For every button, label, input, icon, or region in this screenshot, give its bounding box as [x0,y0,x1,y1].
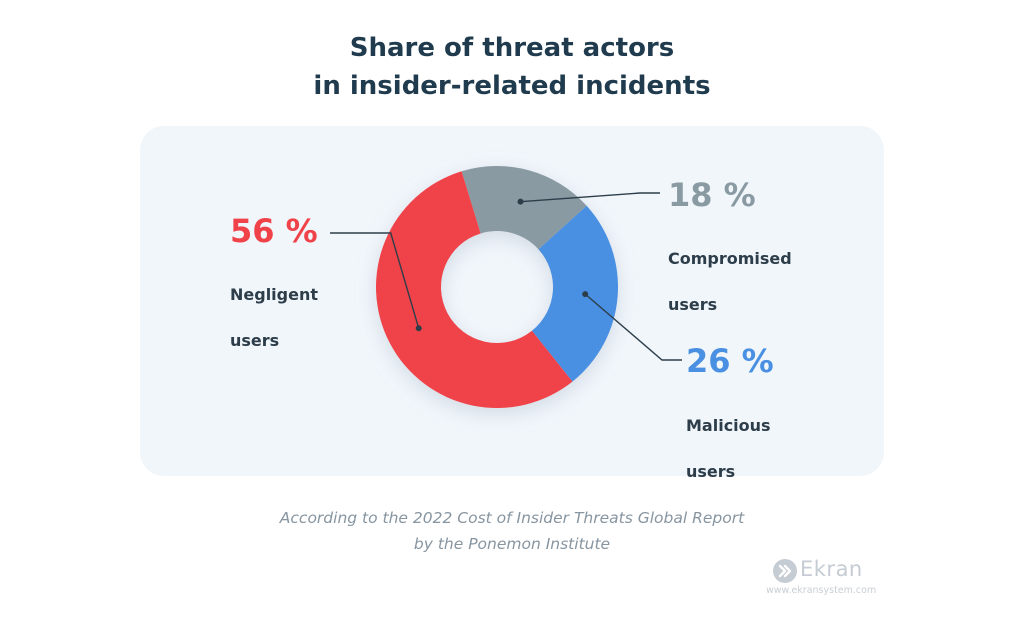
double-chevron-icon [773,559,797,583]
category-label-negligent: Negligent users [230,260,318,352]
leader-dot-compromised [517,198,524,205]
value-label-compromised: 18 % [668,176,756,214]
value-label-malicious: 26 % [686,342,774,380]
brand-logo: Ekran www.ekransystem.com [766,556,890,602]
donut-slice-compromised [461,166,587,250]
donut-slice-negligent [376,171,573,408]
donut-slice-malicious [531,205,618,382]
category-label-compromised-line-1: Compromised [668,249,792,268]
brand-url: www.ekransystem.com [766,585,877,596]
category-label-compromised-line-2: users [668,295,718,314]
brand-name: Ekran [800,557,863,581]
source-line-1: According to the 2022 Cost of Insider Th… [279,509,745,527]
category-label-negligent-line-2: users [230,331,280,350]
category-label-malicious-line-1: Malicious [686,416,771,435]
chart-title-line-1: Share of threat actors [349,33,675,63]
category-label-malicious: Malicious users [686,391,771,483]
category-label-compromised: Compromised users [668,224,792,316]
leader-dot-malicious [582,291,589,298]
source-line-2: by the Ponemon Institute [413,535,611,553]
value-label-negligent: 56 % [230,212,318,250]
category-label-malicious-line-2: users [686,462,736,481]
leader-line-negligent [330,232,420,329]
leader-dot-negligent [415,325,422,332]
category-label-negligent-line-1: Negligent [230,285,319,304]
leader-line-malicious [584,293,682,361]
leader-line-compromised [520,192,660,203]
chart-title-line-2: in insider-related incidents [313,71,711,101]
